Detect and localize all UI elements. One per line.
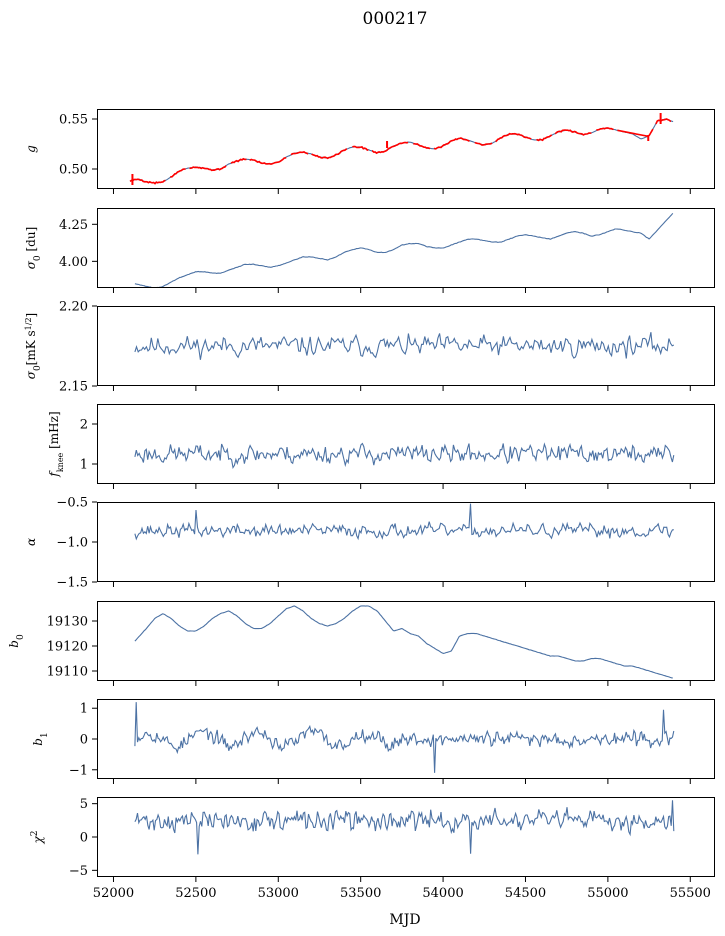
series-line-alpha	[134, 503, 674, 541]
y-tick-label: 4.00	[59, 255, 88, 270]
y-tick-label: 4.25	[59, 218, 88, 233]
figure-title: 000217	[363, 9, 428, 29]
y-axis-label: g	[24, 145, 38, 153]
y-axis-label: σ0 [du]	[24, 227, 43, 270]
y-tick-label: −1.5	[56, 576, 88, 591]
x-tick-label: 52000	[93, 886, 134, 901]
series-line-sigma0_du	[134, 212, 674, 288]
panel-g: 0.50 0.55 g	[24, 109, 715, 194]
y-tick-label: 5	[80, 797, 88, 812]
y-tick-label: 0	[80, 831, 88, 846]
panel-sigma0_du: 4.00 4.25 σ0 [du]	[24, 208, 715, 293]
y-tick-label: 0.55	[59, 113, 88, 128]
y-axis-label: fknee [mHz]	[47, 411, 65, 477]
series-line-f_knee	[134, 442, 675, 469]
y-tick-label: 19120	[47, 640, 88, 655]
x-tick-label: 55500	[670, 886, 711, 901]
series-line-b0	[134, 605, 673, 679]
panel-b1: −1 0 1 b1	[31, 699, 715, 784]
x-tick-label: 52500	[175, 886, 216, 901]
x-tick-label: 54500	[505, 886, 546, 901]
y-tick-label: 19110	[47, 665, 88, 680]
axes-frame	[97, 404, 715, 484]
highlight-line-g	[129, 118, 674, 185]
axes-frame	[97, 109, 715, 189]
y-tick-label: −0.5	[56, 496, 88, 511]
y-tick-label: 2	[80, 418, 88, 433]
axes-frame	[97, 601, 715, 681]
panel-alpha: −1.5 −1.0 −0.5 α	[24, 496, 715, 591]
panel-chi2: −5 0 5 52000 52500 53000 53500 54000 54500 55000 5…	[30, 797, 715, 901]
x-axis-label: MJD	[389, 912, 420, 928]
y-axis-label: χ2	[30, 830, 45, 844]
panel-sigma0_mK: 2.15 2.20 σ0[mK s1/2]	[24, 300, 715, 395]
y-tick-label: 0.50	[59, 163, 88, 178]
panel-f_knee: 1 2 fknee [mHz]	[47, 404, 715, 489]
series-line-sigma0_mK	[134, 332, 675, 360]
series-line-g	[129, 118, 674, 184]
x-tick-label: 53000	[258, 886, 299, 901]
y-tick-label: 0	[80, 733, 88, 748]
y-tick-label: −1.0	[56, 536, 88, 551]
y-tick-label: −1	[69, 763, 88, 778]
y-axis-label: σ0[mK s1/2]	[24, 313, 44, 380]
y-tick-label: 19130	[47, 615, 88, 630]
x-tick-label: 53500	[340, 886, 381, 901]
x-tick-label: 55000	[587, 886, 628, 901]
panel-b0: 19110 19120 19130 b0	[7, 601, 715, 686]
y-tick-label: 1	[80, 458, 88, 473]
panels: 0.50 0.55 g 4.00 4.25 σ0 [du] 2.15 2.20 σ0[mK s1…	[7, 109, 715, 901]
axes-frame	[97, 208, 715, 288]
axes-frame	[97, 502, 715, 582]
y-axis-label: b0	[7, 634, 26, 648]
series-line-b1	[134, 702, 675, 773]
y-tick-label: −5	[69, 864, 88, 879]
y-tick-label: 2.15	[59, 380, 88, 395]
series-line-chi2	[134, 800, 675, 855]
axes-frame	[97, 797, 715, 877]
y-axis-label: α	[24, 538, 38, 546]
axes-frame	[97, 699, 715, 779]
y-tick-label: 2.20	[59, 300, 88, 315]
axes-frame	[97, 306, 715, 386]
y-axis-label: b1	[31, 732, 50, 745]
x-tick-label: 54000	[422, 886, 463, 901]
y-tick-label: 1	[80, 702, 88, 717]
